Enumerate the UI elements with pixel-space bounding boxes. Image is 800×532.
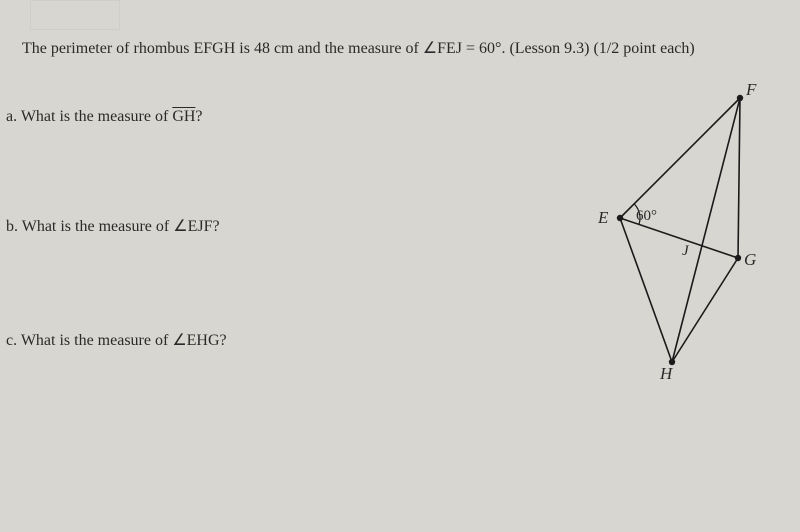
vertex-label-h: H	[660, 364, 672, 384]
edge-HE	[620, 218, 672, 362]
vertex-dot-e	[617, 215, 623, 221]
angle-mark-60: 60°	[636, 208, 657, 225]
rhombus-svg	[560, 80, 770, 390]
problem-statement: The perimeter of rhombus EFGH is 48 cm a…	[22, 38, 695, 58]
question-c-target: ∠EHG	[172, 332, 219, 349]
problem-suffix: = 60°. (Lesson 9.3) (1/2 point each)	[462, 40, 695, 57]
question-b-label: b. What is the measure of	[6, 218, 173, 235]
problem-angle: ∠FEJ	[423, 40, 462, 57]
question-c-suffix: ?	[220, 332, 227, 349]
vertex-label-j: J	[682, 243, 689, 260]
question-c: c. What is the measure of ∠EHG?	[6, 330, 227, 350]
question-b: b. What is the measure of ∠EJF?	[6, 216, 220, 236]
question-a-target: GH	[172, 108, 195, 125]
question-b-suffix: ?	[212, 218, 219, 235]
question-a: a. What is the measure of GH?	[6, 108, 203, 126]
ghost-shape	[30, 0, 120, 30]
question-a-label: a. What is the measure of	[6, 108, 172, 125]
question-a-suffix: ?	[195, 108, 202, 125]
vertex-label-g: G	[744, 250, 756, 270]
rhombus-figure: F E G H J 60°	[560, 80, 770, 390]
problem-prefix: The perimeter of rhombus EFGH is 48 cm a…	[22, 40, 423, 57]
vertex-dot-f	[737, 95, 743, 101]
edge-EF	[620, 98, 740, 218]
vertex-label-e: E	[598, 208, 608, 228]
edge-FH	[672, 98, 740, 362]
vertex-dot-g	[735, 255, 741, 261]
question-b-target: ∠EJF	[173, 218, 212, 235]
question-c-label: c. What is the measure of	[6, 332, 172, 349]
edge-GH	[672, 258, 738, 362]
vertex-label-f: F	[746, 80, 756, 100]
edge-FG	[738, 98, 740, 258]
